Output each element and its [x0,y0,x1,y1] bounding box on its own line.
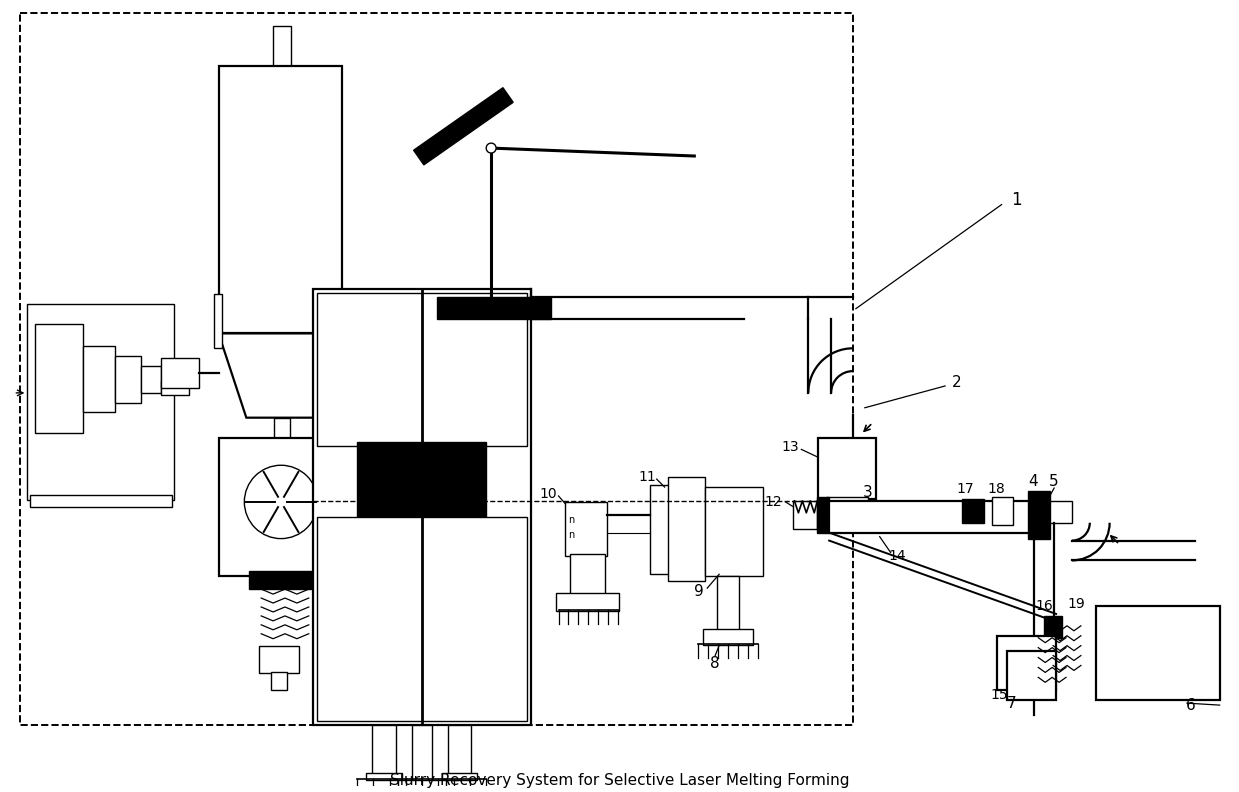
Bar [259,645,299,673]
Text: 9: 9 [694,584,704,599]
Bar [447,725,471,775]
Text: 1: 1 [1011,191,1022,208]
Text: 18: 18 [987,482,1006,496]
Bar [668,477,705,581]
Bar [555,593,620,611]
Bar [271,672,287,691]
Bar [317,293,527,447]
Text: 8: 8 [710,656,720,671]
Polygon shape [218,333,342,417]
Text: n: n [569,515,575,525]
Bar [649,485,704,574]
Bar [398,780,446,792]
Bar [274,417,290,437]
Bar [218,66,342,333]
Text: 12: 12 [764,495,783,509]
Bar [411,725,431,782]
Bar [1044,616,1062,638]
Bar [565,502,607,557]
Bar [441,772,477,780]
Text: 17: 17 [957,482,974,496]
Text: 3: 3 [862,485,872,500]
Text: 14: 14 [888,550,907,563]
Bar [141,366,161,393]
Bar [1006,650,1056,700]
Bar [704,629,753,645]
Bar [273,26,291,105]
Text: 5: 5 [1049,474,1059,489]
Text: 16: 16 [1036,599,1053,613]
Bar [649,485,704,574]
Polygon shape [414,88,513,165]
Bar [312,289,530,725]
Bar [829,501,1032,533]
Bar [218,66,342,333]
Bar [1051,501,1072,523]
Bar [161,381,188,395]
Bar [372,725,396,775]
Bar [829,501,1032,533]
Text: 4: 4 [1028,474,1038,489]
Text: 19: 19 [1067,597,1085,611]
Text: 11: 11 [639,470,657,484]
Text: 15: 15 [991,688,1009,703]
Bar [996,636,1056,691]
Bar [818,437,876,499]
Bar [570,554,605,594]
Text: 7: 7 [1007,695,1016,710]
Circle shape [244,465,317,539]
Bar [114,356,141,403]
Bar [83,346,114,412]
Bar [668,477,705,581]
Bar [436,297,550,318]
Bar [30,495,172,507]
Text: 10: 10 [540,487,558,501]
Bar [991,497,1014,525]
Bar [317,517,527,721]
Bar [717,577,738,630]
Bar [818,497,829,533]
Bar [705,487,763,577]
Bar [317,517,527,721]
Text: Slurry Recovery System for Selective Laser Melting Forming: Slurry Recovery System for Selective Las… [390,772,849,787]
Bar [357,443,486,517]
Bar [213,294,222,348]
Bar [317,293,527,447]
Bar [1095,606,1219,700]
Bar [218,437,342,577]
Bar [1028,491,1051,539]
Bar [961,499,984,523]
Text: 2: 2 [953,375,961,390]
Bar [793,501,818,529]
Circle shape [486,143,496,153]
Bar [249,571,313,589]
Bar [35,323,83,432]
Bar [218,437,342,577]
Bar [20,13,852,725]
Bar [705,487,763,577]
Text: 6: 6 [1186,698,1196,713]
Bar [367,772,401,780]
Bar [27,303,173,500]
Text: 13: 13 [782,440,799,455]
Bar [161,358,198,388]
Text: n: n [569,530,575,539]
Bar [826,497,867,513]
